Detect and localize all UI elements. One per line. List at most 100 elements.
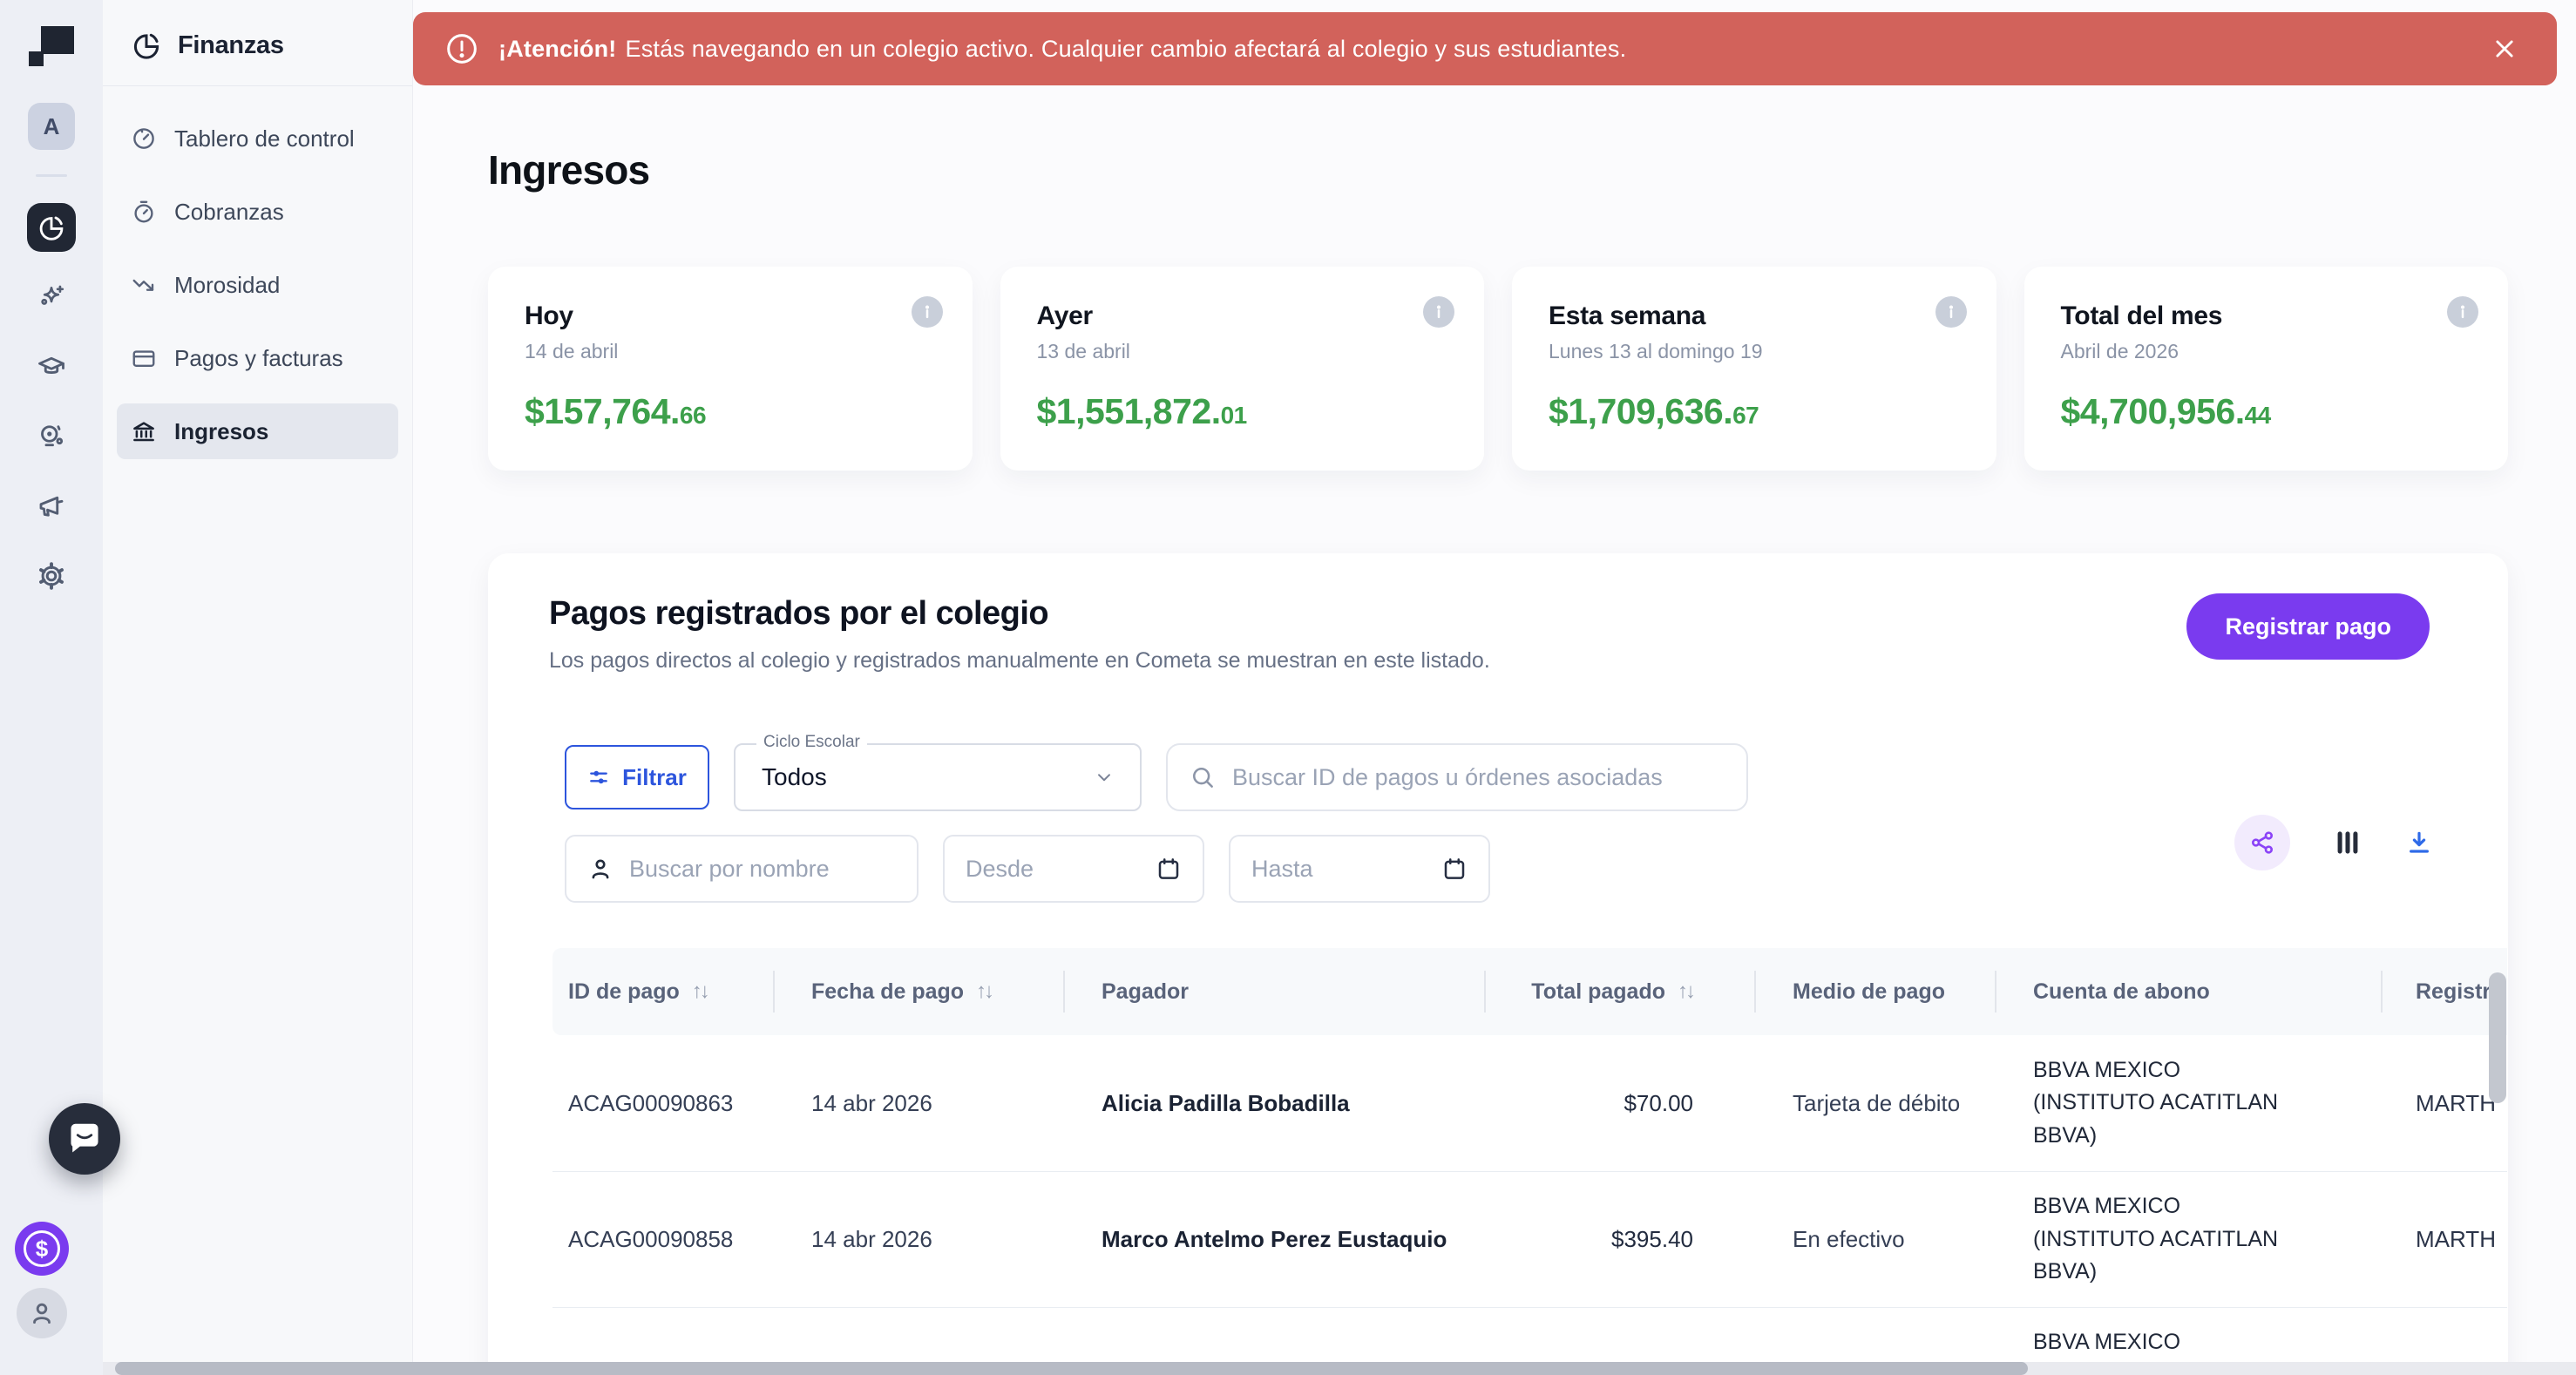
- card-amount: $1,709,636.67: [1549, 391, 1759, 431]
- sidebar-header: Finanzas: [103, 0, 412, 86]
- cell-medio: En efectivo: [1793, 1226, 1905, 1252]
- close-icon[interactable]: [2484, 28, 2525, 70]
- chevron-down-icon: [1093, 766, 1115, 789]
- filters-row-1: Filtrar Ciclo Escolar Todos: [565, 733, 2508, 811]
- sidebar-item-tablero[interactable]: Tablero de control: [117, 111, 398, 166]
- cell-medio: Tarjeta de débito: [1793, 1089, 1961, 1116]
- column-header-medio: Medio de pago: [1754, 948, 1995, 1035]
- column-header-pagador: Pagador: [1063, 948, 1484, 1035]
- stopwatch-icon: [131, 199, 157, 225]
- date-from-input[interactable]: [966, 855, 1140, 883]
- credit-card-icon: [131, 345, 157, 371]
- chat-fab[interactable]: [49, 1103, 120, 1175]
- column-header-id[interactable]: ID de pago ↑↓: [568, 979, 710, 1004]
- payments-panel: Pagos registrados por el colegio Los pag…: [488, 553, 2508, 1375]
- horizontal-scrollbar-thumb[interactable]: [115, 1362, 2028, 1375]
- sidebar-item-label: Cobranzas: [174, 198, 284, 225]
- info-icon[interactable]: [2447, 296, 2478, 328]
- card-amount: $157,764.66: [525, 391, 707, 431]
- rail-settings-button[interactable]: [27, 552, 76, 600]
- rail-divider: [36, 174, 67, 177]
- bell-icon: [36, 421, 67, 452]
- profile-fab[interactable]: [17, 1288, 67, 1338]
- cell-total: $70.00: [1624, 1089, 1693, 1116]
- table-row[interactable]: ACAG00090863 14 abr 2026 Alicia Padilla …: [552, 1035, 2507, 1171]
- card-esta-semana: Esta semana Lunes 13 al domingo 19 $1,70…: [1512, 267, 1996, 471]
- sort-icon[interactable]: ↑↓: [976, 979, 994, 1003]
- sort-icon[interactable]: ↑↓: [1678, 979, 1696, 1003]
- card-ayer: Ayer 13 de abril $1,551,872.01: [1000, 267, 1484, 471]
- school-cycle-select[interactable]: Ciclo Escolar Todos: [734, 733, 1142, 811]
- share-button[interactable]: [2234, 815, 2290, 870]
- cell-id: ACAG00090863: [568, 1089, 734, 1116]
- active-school-warning-banner: ¡Atención! Estás navegando en un colegio …: [413, 12, 2557, 85]
- table-vertical-scrollbar[interactable]: [2489, 972, 2506, 1103]
- search-name-box: [565, 835, 919, 903]
- column-header-fecha[interactable]: Fecha de pago ↑↓: [773, 948, 1063, 1035]
- panel-title: Pagos registrados por el colegio: [549, 595, 1049, 632]
- filters-row-2: [565, 835, 2508, 903]
- rail-announcements-button[interactable]: [27, 482, 76, 531]
- sidebar-item-label: Tablero de control: [174, 125, 355, 152]
- info-icon[interactable]: [911, 296, 943, 328]
- card-period: 13 de abril: [1036, 340, 1130, 362]
- filter-button[interactable]: Filtrar: [565, 745, 709, 809]
- card-title: Ayer: [1036, 301, 1094, 330]
- select-label: Ciclo Escolar: [756, 733, 867, 752]
- main-content: ¡Atención! Estás navegando en un colegio …: [413, 0, 2576, 1375]
- select-value: Todos: [762, 763, 827, 790]
- payments-table: ID de pago ↑↓ Fecha de pago ↑↓ Pagador Tot…: [552, 948, 2507, 1375]
- info-icon[interactable]: [1935, 296, 1967, 328]
- chat-bubble-icon: [66, 1122, 103, 1155]
- pie-chart-icon: [37, 213, 66, 242]
- graduation-cap-icon: [36, 351, 67, 383]
- cell-id: ACAG00090858: [568, 1226, 734, 1252]
- sidebar-item-cobranzas[interactable]: Cobranzas: [117, 184, 398, 240]
- rail-finances-button[interactable]: [27, 203, 76, 252]
- search-icon: [1189, 763, 1217, 791]
- card-amount: $4,700,956.44: [2060, 391, 2272, 431]
- sidebar-item-morosidad[interactable]: Morosidad: [117, 257, 398, 313]
- school-avatar[interactable]: A: [28, 103, 75, 150]
- horizontal-scrollbar[interactable]: [103, 1362, 2576, 1375]
- columns-button[interactable]: [2335, 829, 2360, 857]
- panel-subtitle: Los pagos directos al colegio y registra…: [549, 648, 1490, 673]
- card-hoy: Hoy 14 de abril $157,764.66: [488, 267, 973, 471]
- calendar-icon[interactable]: [1156, 856, 1182, 882]
- sidebar-item-ingresos[interactable]: Ingresos: [117, 403, 398, 459]
- table-tools: [2234, 815, 2433, 870]
- download-button[interactable]: [2405, 829, 2433, 857]
- card-amount: $1,551,872.01: [1036, 391, 1248, 431]
- cell-cuenta: BBVA MEXICO (INSTITUTO ACATITLAN BBVA): [2033, 1057, 2279, 1148]
- alert-circle-icon: [444, 31, 479, 66]
- sidebar-item-pagos-facturas[interactable]: Pagos y facturas: [117, 330, 398, 386]
- share-icon: [2248, 829, 2276, 857]
- sort-icon[interactable]: ↑↓: [691, 979, 710, 1003]
- person-icon: [27, 1298, 57, 1328]
- card-title: Total del mes: [2060, 301, 2223, 330]
- table-header-row: ID de pago ↑↓ Fecha de pago ↑↓ Pagador Tot…: [552, 948, 2507, 1035]
- search-id-input[interactable]: [1232, 763, 1725, 791]
- column-header-total[interactable]: Total pagado ↑↓: [1484, 948, 1754, 1035]
- date-to-input[interactable]: [1251, 855, 1426, 883]
- calendar-icon[interactable]: [1441, 856, 1468, 882]
- gear-icon: [36, 560, 67, 592]
- sidebar-item-label: Morosidad: [174, 271, 281, 298]
- rail-ai-button[interactable]: [27, 273, 76, 322]
- trend-down-icon: [131, 272, 157, 298]
- page-title: Ingresos: [488, 147, 650, 193]
- card-title: Hoy: [525, 301, 573, 330]
- sidebar-item-label: Pagos y facturas: [174, 344, 343, 371]
- money-fab[interactable]: $: [15, 1222, 69, 1276]
- info-icon[interactable]: [1423, 296, 1454, 328]
- rail-bell-button[interactable]: [27, 412, 76, 461]
- search-name-input[interactable]: [629, 855, 896, 883]
- column-header-cuenta: Cuenta de abono: [1995, 948, 2381, 1035]
- table-row[interactable]: ACAG00090858 14 abr 2026 Marco Antelmo P…: [552, 1171, 2507, 1307]
- card-title: Esta semana: [1549, 301, 1706, 330]
- download-icon: [2405, 829, 2433, 857]
- date-from-box: [943, 835, 1204, 903]
- register-payment-button[interactable]: Registrar pago: [2186, 593, 2430, 660]
- rail-academics-button[interactable]: [27, 342, 76, 391]
- person-icon: [587, 856, 613, 882]
